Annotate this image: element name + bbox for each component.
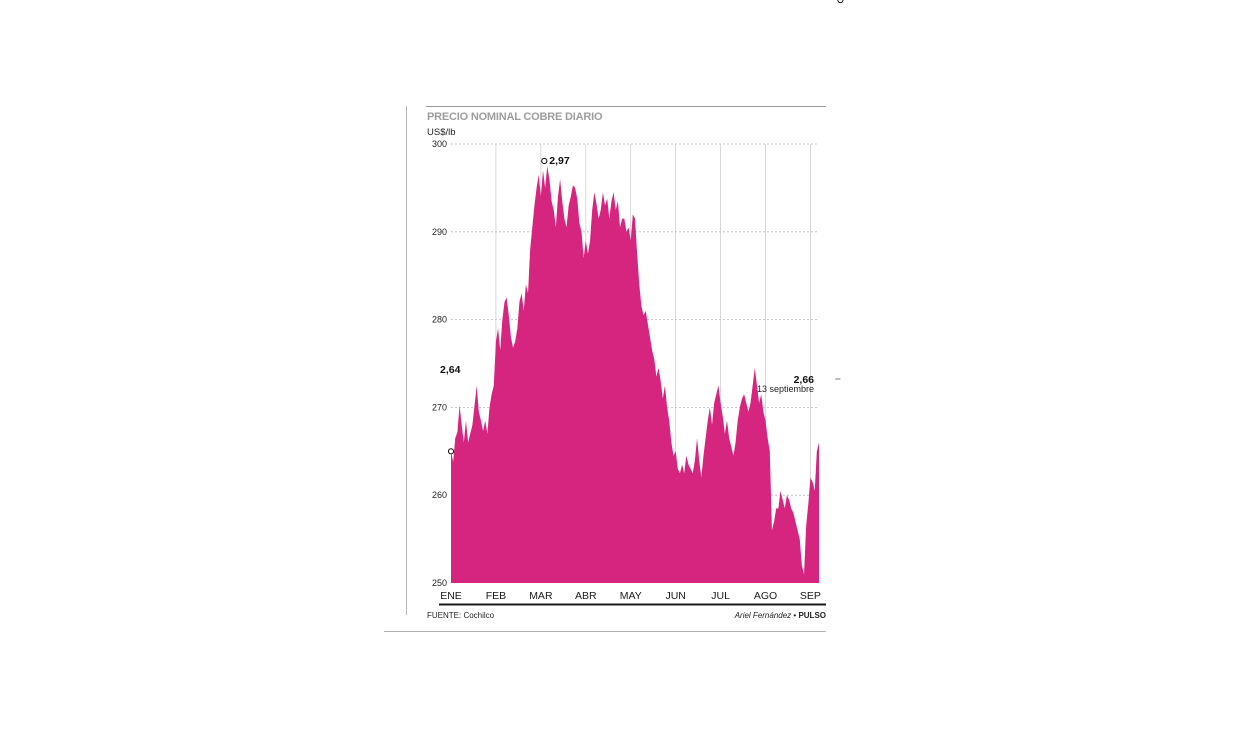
credit-line: Ariel Fernández • PULSO: [735, 611, 826, 620]
x-tick-label-sep: SEP: [800, 590, 821, 602]
frame-left-rule: [406, 106, 407, 615]
annotation-label-end: 2,66: [794, 374, 815, 386]
annotation-marker-peak: [541, 157, 548, 165]
frame-top-rule: [426, 106, 826, 107]
y-tick-label-300: 300: [432, 139, 447, 149]
x-tick-label-may: MAY: [620, 590, 642, 602]
x-tick-label-jul: JUL: [711, 590, 730, 602]
x-tick-label-jun: JUN: [665, 590, 685, 602]
y-tick-label-250: 250: [432, 578, 447, 588]
x-tick-label-ago: AGO: [754, 590, 777, 602]
y-axis-unit: US$/lb: [427, 127, 456, 138]
y-tick-label-260: 260: [432, 490, 447, 500]
credit-publication: PULSO: [798, 611, 826, 620]
series-area: [451, 165, 819, 583]
y-tick-label-290: 290: [432, 227, 447, 237]
chart-title: PRECIO NOMINAL COBRE DIARIO: [427, 111, 603, 123]
source-note: FUENTE: Cochilco: [427, 611, 495, 620]
y-tick-label-270: 270: [432, 402, 447, 412]
x-tick-label-abr: ABR: [575, 590, 597, 602]
annotation-marker-start: [447, 448, 455, 455]
x-tick-label-ene: ENE: [440, 590, 462, 602]
x-tick-label-feb: FEB: [486, 590, 506, 602]
credit-separator: •: [791, 611, 799, 620]
annotation-sublabel-end: 13 septiembre: [757, 384, 814, 394]
x-tick-label-mar: MAR: [529, 590, 553, 602]
annotation-label-peak: 2,97: [549, 155, 570, 167]
y-tick-label-280: 280: [432, 315, 447, 325]
frame-bottom-rule: [384, 631, 826, 632]
annotation-label-start: 2,64: [440, 364, 461, 376]
credit-author: Ariel Fernández: [734, 611, 792, 620]
annotation-marker-end: [837, 0, 844, 4]
